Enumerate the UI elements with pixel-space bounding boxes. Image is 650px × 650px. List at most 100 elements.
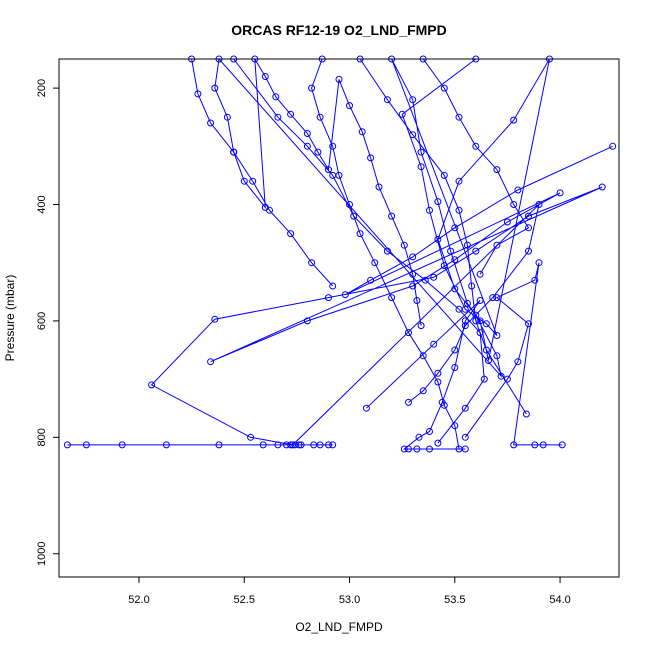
data-point xyxy=(525,224,532,232)
data-point xyxy=(556,189,564,197)
data-point xyxy=(451,364,459,371)
data-point xyxy=(287,441,295,449)
data-point xyxy=(409,253,417,261)
y-tick-label: 400 xyxy=(36,195,48,213)
series-line-4 xyxy=(366,300,481,450)
data-point xyxy=(440,262,448,270)
data-point xyxy=(303,317,311,325)
series-line-1 xyxy=(214,57,550,378)
data-point xyxy=(240,177,248,185)
data-point xyxy=(207,358,215,366)
data-point xyxy=(341,291,349,299)
y-tick-label: 600 xyxy=(36,312,48,330)
data-point xyxy=(503,218,511,226)
data-point xyxy=(287,230,295,238)
data-point xyxy=(531,441,539,449)
series-line-6 xyxy=(311,58,460,450)
data-point xyxy=(358,128,366,136)
data-point xyxy=(329,441,337,449)
data-point xyxy=(247,433,255,441)
data-point xyxy=(430,340,438,348)
data-point xyxy=(230,148,238,156)
data-point xyxy=(211,315,219,323)
plot-frame xyxy=(58,58,620,578)
series-layer xyxy=(63,55,617,453)
data-point xyxy=(415,433,423,441)
y-axis: 200 400 600 800 1000 xyxy=(36,79,59,566)
chart-title: ORCAS RF12-19 O2_LND_FMPD xyxy=(231,22,447,38)
data-point xyxy=(287,110,295,118)
data-point xyxy=(426,445,433,453)
data-point xyxy=(480,375,488,383)
data-point xyxy=(388,212,396,220)
data-point xyxy=(249,177,257,185)
data-point xyxy=(455,305,463,313)
data-point xyxy=(493,166,501,174)
series-line-7 xyxy=(233,58,485,444)
data-point xyxy=(400,241,408,249)
y-axis-label: Pressure (mbar) xyxy=(3,275,17,362)
data-point xyxy=(148,381,156,389)
data-point xyxy=(405,329,412,337)
data-point xyxy=(211,84,219,92)
data-point xyxy=(63,441,71,449)
data-point xyxy=(297,441,305,449)
data-point xyxy=(259,441,267,449)
data-point xyxy=(434,439,442,447)
data-point xyxy=(417,148,425,156)
data-point xyxy=(295,441,303,449)
x-axis-label: O2_LND_FMPD xyxy=(295,620,383,634)
data-point xyxy=(451,346,459,354)
series-line-2 xyxy=(150,145,613,446)
data-point xyxy=(514,358,522,366)
data-point xyxy=(525,247,532,255)
y-tick-label: 1000 xyxy=(36,541,48,565)
data-point xyxy=(451,224,459,232)
data-point xyxy=(421,276,429,284)
data-point xyxy=(162,441,170,449)
data-point xyxy=(461,317,469,325)
data-point xyxy=(434,378,442,386)
data-point xyxy=(558,441,566,449)
data-point xyxy=(455,445,463,453)
data-point xyxy=(398,110,406,118)
data-point xyxy=(223,113,231,121)
data-point xyxy=(118,441,126,449)
data-point xyxy=(409,131,417,139)
series-line-9 xyxy=(191,58,334,287)
data-point xyxy=(455,206,463,214)
data-point xyxy=(463,241,471,249)
data-point xyxy=(476,317,484,325)
data-point xyxy=(325,441,332,449)
data-point xyxy=(455,177,463,185)
data-point xyxy=(451,285,459,293)
data-point xyxy=(535,201,543,208)
data-point xyxy=(314,148,322,156)
data-point xyxy=(434,198,442,206)
data-point xyxy=(461,404,469,412)
data-point xyxy=(405,398,412,406)
data-point xyxy=(194,90,202,98)
data-point xyxy=(308,84,316,92)
data-point xyxy=(371,259,379,267)
data-point xyxy=(489,294,497,302)
x-tick-label: 53.5 xyxy=(444,594,465,606)
data-point xyxy=(308,259,316,267)
plot-area xyxy=(63,55,617,453)
data-point xyxy=(346,102,353,110)
data-point xyxy=(440,171,448,179)
data-point xyxy=(419,352,427,360)
data-point xyxy=(535,259,543,267)
data-point xyxy=(493,241,501,249)
y-tick-label: 800 xyxy=(36,428,48,446)
data-point xyxy=(468,282,476,290)
data-point xyxy=(476,297,484,304)
data-point xyxy=(472,317,480,325)
data-point xyxy=(409,96,417,104)
data-point xyxy=(493,352,501,360)
data-point xyxy=(400,445,408,453)
x-tick-label: 52.0 xyxy=(128,594,149,606)
x-tick-label: 52.5 xyxy=(234,594,255,606)
data-point xyxy=(510,201,518,208)
data-point xyxy=(531,276,539,284)
